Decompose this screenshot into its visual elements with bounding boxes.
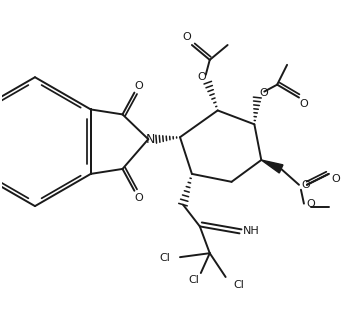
Text: O: O (307, 199, 315, 209)
Text: Cl: Cl (189, 275, 199, 285)
Text: O: O (331, 174, 340, 184)
Text: O: O (134, 193, 143, 203)
Text: O: O (302, 180, 310, 190)
Text: Cl: Cl (160, 253, 171, 263)
Text: O: O (300, 99, 308, 109)
Text: Cl: Cl (233, 280, 244, 290)
Polygon shape (261, 160, 283, 173)
Text: O: O (197, 72, 206, 82)
Text: O: O (134, 80, 143, 91)
Text: N: N (146, 133, 155, 146)
Text: NH: NH (243, 226, 260, 236)
Text: O: O (259, 88, 268, 98)
Text: O: O (182, 32, 191, 42)
